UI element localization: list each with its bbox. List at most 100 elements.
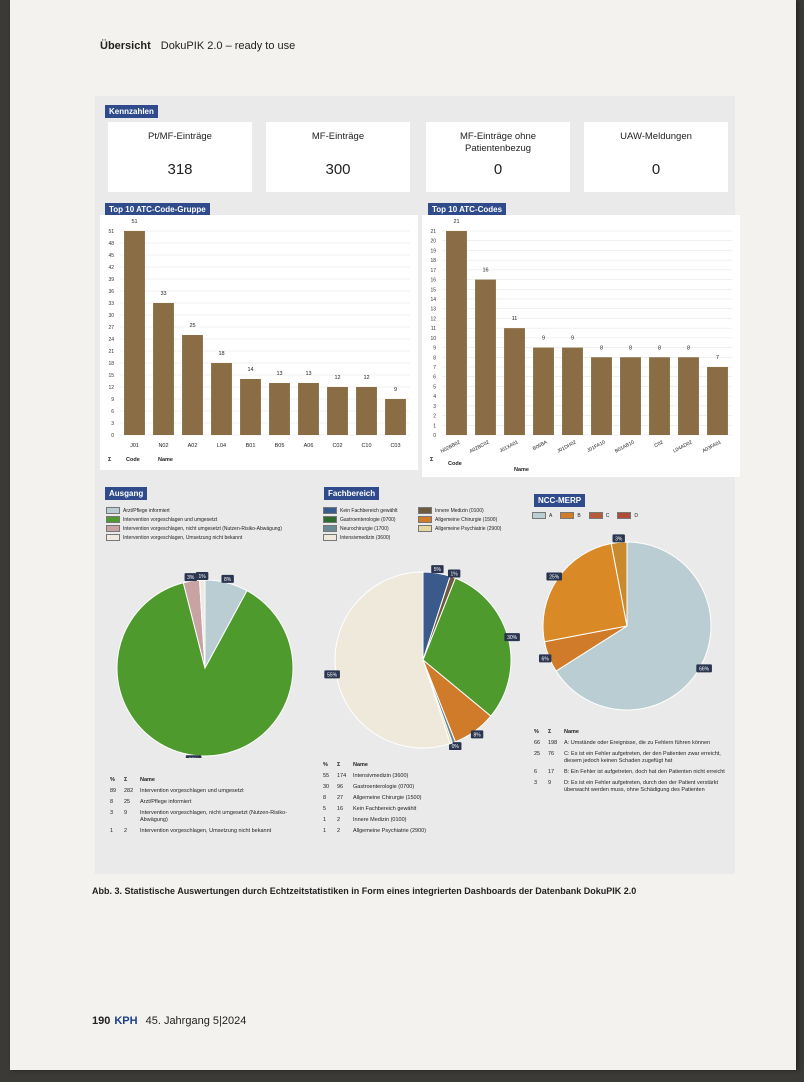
bar-value-label: 12 bbox=[334, 375, 340, 381]
table-cell: Allgemeine Chirurgie (1500) bbox=[353, 795, 422, 801]
bar bbox=[707, 367, 728, 435]
legend-swatch bbox=[323, 525, 337, 532]
y-tick-label: 5 bbox=[433, 384, 436, 390]
x-tick-label: C10 bbox=[361, 443, 371, 449]
table-cell: 16 bbox=[337, 806, 344, 812]
table-cell: 17 bbox=[548, 769, 555, 775]
table-cell: 2 bbox=[337, 817, 341, 823]
kpi-value: 318 bbox=[167, 161, 193, 178]
pie-label-box bbox=[195, 572, 209, 581]
legend-label: C bbox=[605, 512, 610, 519]
y-tick-label: 19 bbox=[430, 248, 436, 254]
y-tick-label: 45 bbox=[108, 253, 114, 259]
table-cell: 27 bbox=[337, 795, 344, 801]
x-tick-label: N02 bbox=[158, 443, 168, 449]
ncc-merp-legend: A B C D bbox=[532, 511, 732, 520]
table-row: 1 2 Intervention vorgeschlagen, Umsetzung … bbox=[110, 828, 300, 835]
legend-swatch bbox=[106, 534, 120, 541]
y-tick-label: 21 bbox=[430, 229, 436, 235]
pie-slice bbox=[116, 582, 294, 757]
table-cell: 174 bbox=[337, 773, 347, 779]
ncc-merp-title: NCC-MERP bbox=[534, 494, 586, 507]
table-row: 89 282 Intervention vorgeschlagen und umge… bbox=[110, 788, 300, 795]
pie-label-box bbox=[696, 664, 712, 673]
table-header-cell: Σ bbox=[124, 777, 128, 783]
y-tick-label: 18 bbox=[430, 258, 436, 264]
table-cell: Gastroenterologie (0700) bbox=[353, 784, 415, 790]
table-cell: Intervention vorgeschlagen und umgesetzt bbox=[140, 788, 244, 794]
table-cell: Intensivmedizin (3600) bbox=[353, 773, 409, 779]
pie-slice-label: 25% bbox=[549, 575, 560, 581]
kpi-title: UAW-Meldungen bbox=[620, 131, 692, 142]
pie-label-box bbox=[221, 574, 234, 583]
journal-name: KPH bbox=[114, 1015, 138, 1027]
y-tick-label: 20 bbox=[430, 239, 436, 245]
legend-swatch bbox=[106, 516, 120, 523]
table-cell: 8 bbox=[323, 795, 327, 801]
bar-value-label: 11 bbox=[512, 316, 518, 322]
y-tick-label: 3 bbox=[433, 404, 436, 410]
table-row: 3 9 D: Es ist ein Fehler aufgetreten, durc… bbox=[534, 780, 734, 794]
bar bbox=[269, 383, 290, 435]
y-tick-label: 21 bbox=[108, 349, 114, 355]
bar bbox=[211, 363, 232, 435]
table-cell: A: Umstände oder Ereignisse, die zu Fehl… bbox=[564, 740, 711, 746]
table-cell: Allgemeine Psychiatrie (2900) bbox=[353, 828, 427, 834]
table-header-cell: Σ bbox=[337, 762, 341, 768]
legend-swatch bbox=[418, 525, 432, 532]
pie-slice-label: 8% bbox=[224, 577, 232, 583]
y-tick-label: 30 bbox=[108, 313, 114, 319]
pie-label-box bbox=[324, 670, 340, 679]
y-tick-label: 36 bbox=[108, 289, 114, 295]
legend-swatch bbox=[323, 507, 337, 514]
kpi-title: MF-Einträge ohne Patientenbezug bbox=[459, 131, 537, 154]
bar bbox=[562, 347, 583, 435]
legend-swatch bbox=[106, 525, 120, 532]
table-cell: Arzt/Pflege informiert bbox=[140, 799, 192, 805]
kpi-card-mf: MF-Einträge 300 bbox=[266, 122, 410, 192]
kpi-card-mf-ohne-patient: MF-Einträge ohne Patientenbezug 0 bbox=[426, 122, 570, 192]
legend-item: Arzt/Pflege informiert bbox=[106, 506, 296, 515]
table-row: 1 2 Allgemeine Psychiatrie (2900) bbox=[323, 828, 523, 835]
footer-name: Name bbox=[158, 457, 173, 463]
x-tick-label: B01 bbox=[246, 443, 256, 449]
bar bbox=[649, 357, 670, 435]
pie-slice-label: 0% bbox=[452, 744, 460, 750]
table-row: 3 9 Intervention vorgeschlagen, nicht umge… bbox=[110, 810, 300, 824]
y-tick-label: 0 bbox=[433, 433, 436, 439]
kpi-title: Pt/MF-Einträge bbox=[148, 131, 212, 142]
table-cell: 2 bbox=[124, 828, 128, 834]
table-cell: Innere Medizin (0100) bbox=[353, 817, 407, 823]
y-tick-label: 18 bbox=[108, 361, 114, 367]
legend-label: Intervention vorgeschlagen und umgesetzt bbox=[123, 516, 218, 523]
y-tick-label: 0 bbox=[111, 433, 114, 439]
table-cell: Intervention vorgeschlagen, Umsetzung ni… bbox=[140, 828, 272, 834]
table-row: 66 198 A: Umstände oder Ereignisse, die zu… bbox=[534, 740, 734, 747]
y-tick-label: 3 bbox=[111, 421, 114, 427]
pie-label-box bbox=[449, 742, 462, 750]
pie-slice-label: 1% bbox=[199, 574, 207, 580]
kpi-value: 300 bbox=[325, 161, 351, 178]
ausgang-pie-chart: 8% 89% 3% 1% bbox=[116, 572, 294, 758]
bar bbox=[327, 387, 348, 435]
legend-swatch bbox=[323, 534, 337, 541]
bar bbox=[475, 279, 496, 435]
pie-label-box bbox=[185, 755, 202, 758]
footer-sigma: Σ bbox=[108, 457, 112, 463]
kpi-title: MF-Einträge bbox=[311, 131, 365, 142]
table-cell: 55 bbox=[323, 773, 330, 779]
bar-value-label: 8 bbox=[687, 345, 690, 351]
figure-caption: Abb. 3. Statistische Auswertungen durch … bbox=[92, 886, 637, 896]
bar bbox=[678, 357, 699, 435]
table-row: 55 174 Intensivmedizin (3600) bbox=[323, 773, 523, 780]
table-header-cell: Σ bbox=[548, 729, 552, 735]
legend-item: Allgemeine Chirurgie (1500) bbox=[418, 515, 513, 524]
fachbereich-pie-chart: 5% 1% 30% 8% 0% 55% bbox=[324, 565, 520, 750]
legend-item: D bbox=[617, 511, 638, 520]
pie-label-box bbox=[612, 534, 625, 543]
bar-value-label: 9 bbox=[394, 387, 397, 393]
legend-item: Allgemeine Psychiatrie (2900) bbox=[418, 524, 513, 533]
bar bbox=[298, 383, 319, 435]
y-tick-label: 11 bbox=[431, 326, 436, 332]
pie-slice-label: 6% bbox=[542, 656, 550, 662]
